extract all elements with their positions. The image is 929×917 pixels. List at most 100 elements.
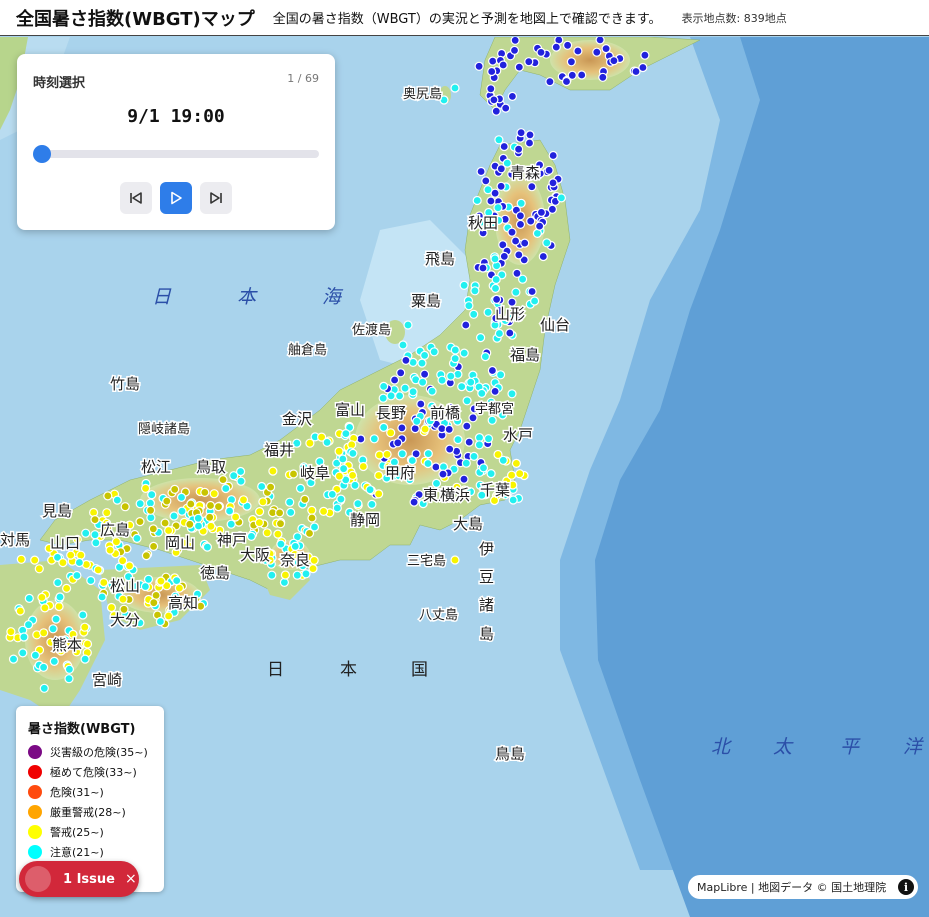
station-dot[interactable] (478, 228, 488, 238)
station-dot[interactable] (505, 328, 515, 338)
station-dot[interactable] (54, 601, 64, 612)
station-dot[interactable] (457, 382, 467, 392)
station-dot[interactable] (394, 471, 404, 481)
station-dot[interactable] (475, 480, 485, 490)
station-dot[interactable] (276, 539, 286, 549)
station-dot[interactable] (382, 449, 392, 459)
station-dot[interactable] (416, 399, 426, 409)
station-dot[interactable] (130, 581, 140, 592)
station-dot[interactable] (105, 545, 115, 555)
station-dot[interactable] (280, 570, 290, 580)
station-dot[interactable] (200, 487, 210, 497)
station-dot[interactable] (638, 62, 648, 73)
station-dot[interactable] (418, 377, 428, 387)
station-dot[interactable] (493, 203, 503, 213)
station-dot[interactable] (420, 369, 430, 379)
station-dot[interactable] (285, 497, 295, 507)
station-dot[interactable] (236, 466, 246, 477)
station-dot[interactable] (76, 550, 86, 560)
station-dot[interactable] (106, 602, 117, 613)
station-dot[interactable] (120, 502, 130, 512)
station-dot[interactable] (231, 512, 241, 522)
station-dot[interactable] (601, 43, 611, 54)
station-dot[interactable] (367, 499, 377, 509)
station-dot[interactable] (524, 169, 534, 179)
station-dot[interactable] (483, 185, 493, 195)
station-dot[interactable] (378, 393, 388, 403)
station-dot[interactable] (24, 593, 34, 604)
station-dot[interactable] (496, 370, 506, 380)
station-dot[interactable] (143, 574, 154, 584)
time-slider[interactable] (33, 145, 319, 163)
station-dot[interactable] (275, 508, 285, 518)
station-dot[interactable] (193, 513, 203, 523)
station-dot[interactable] (8, 654, 19, 664)
station-dot[interactable] (562, 40, 573, 50)
station-dot[interactable] (103, 523, 113, 534)
station-dot[interactable] (218, 475, 228, 485)
station-dot[interactable] (107, 579, 117, 590)
station-dot[interactable] (93, 565, 103, 575)
station-dot[interactable] (526, 216, 536, 226)
station-dot[interactable] (400, 465, 410, 475)
station-dot[interactable] (18, 648, 28, 658)
station-dot[interactable] (502, 158, 512, 168)
station-dot[interactable] (202, 542, 212, 552)
station-dot[interactable] (102, 508, 112, 518)
station-dot[interactable] (23, 620, 34, 630)
station-dot[interactable] (464, 437, 474, 447)
station-dot[interactable] (411, 449, 421, 459)
station-dot[interactable] (494, 328, 504, 339)
station-dot[interactable] (501, 103, 511, 113)
station-dot[interactable] (527, 182, 537, 192)
station-dot[interactable] (262, 528, 272, 538)
station-dot[interactable] (172, 575, 182, 586)
station-dot[interactable] (592, 47, 602, 57)
station-dot[interactable] (74, 557, 85, 568)
station-dot[interactable] (97, 592, 107, 602)
station-dot[interactable] (412, 416, 422, 426)
station-dot[interactable] (609, 56, 619, 66)
station-dot[interactable] (170, 591, 180, 601)
station-dot[interactable] (386, 428, 396, 438)
station-dot[interactable] (39, 628, 49, 638)
station-dot[interactable] (176, 492, 187, 502)
station-dot[interactable] (515, 211, 526, 221)
station-dot[interactable] (486, 196, 496, 206)
station-dot[interactable] (205, 500, 216, 511)
station-dot[interactable] (452, 482, 462, 492)
station-dot[interactable] (491, 106, 501, 116)
station-dot[interactable] (516, 198, 526, 208)
station-dot[interactable] (146, 513, 156, 523)
station-dot[interactable] (119, 604, 129, 614)
station-dot[interactable] (548, 178, 558, 188)
station-dot[interactable] (332, 503, 342, 513)
station-dot[interactable] (86, 575, 96, 586)
station-dot[interactable] (542, 238, 552, 248)
station-dot[interactable] (486, 397, 496, 407)
station-dot[interactable] (464, 301, 474, 311)
station-dot[interactable] (192, 589, 203, 599)
station-dot[interactable] (524, 138, 535, 148)
station-dot[interactable] (439, 95, 449, 105)
station-dot[interactable] (319, 506, 329, 516)
station-dot[interactable] (177, 506, 187, 516)
station-dot[interactable] (476, 166, 486, 177)
station-dot[interactable] (309, 555, 319, 566)
station-dot[interactable] (123, 571, 134, 582)
station-dot[interactable] (520, 238, 530, 248)
station-dot[interactable] (551, 42, 561, 52)
station-dot[interactable] (99, 577, 109, 588)
station-dot[interactable] (491, 313, 501, 323)
station-dot[interactable] (462, 396, 472, 406)
station-dot[interactable] (477, 490, 487, 500)
station-dot[interactable] (631, 66, 641, 77)
station-dot[interactable] (226, 519, 236, 529)
station-dot[interactable] (19, 632, 29, 642)
station-dot[interactable] (292, 438, 302, 448)
station-dot[interactable] (48, 624, 58, 634)
station-dot[interactable] (515, 219, 526, 229)
next-button[interactable] (200, 182, 232, 214)
station-dot[interactable] (469, 404, 479, 414)
station-dot[interactable] (509, 45, 520, 56)
